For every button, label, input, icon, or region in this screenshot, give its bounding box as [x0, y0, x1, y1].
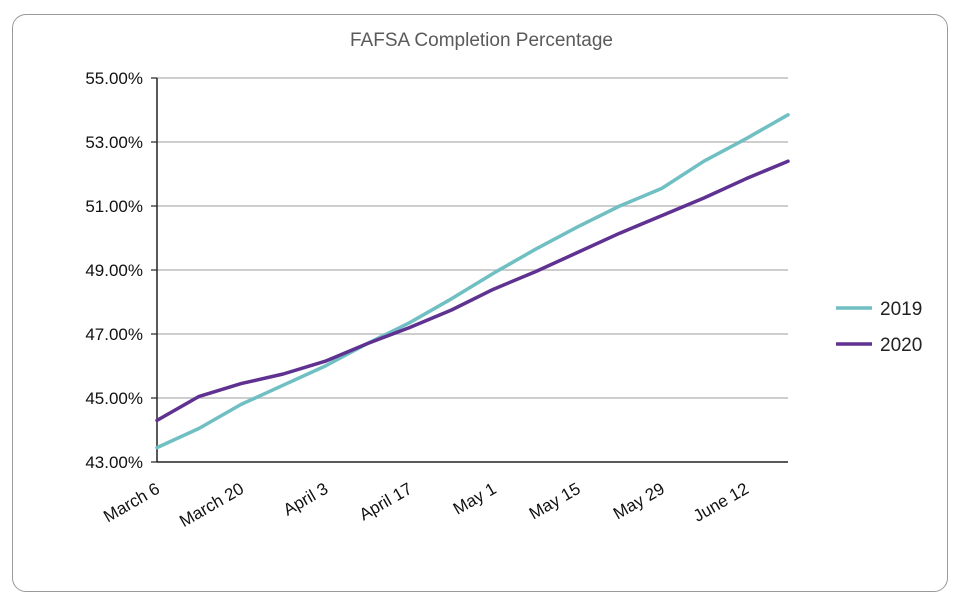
- y-axis-ticks: 55.00% 53.00% 51.00% 49.00% 47.00% 45.00% 43.0…: [85, 69, 157, 472]
- y-tick-label: 45.00%: [85, 389, 143, 408]
- x-axis-ticks: March 6 March 20 April 3 April 17 May 1 May 1…: [100, 479, 752, 531]
- x-tick-label: March 6: [100, 479, 163, 526]
- chart-title: FAFSA Completion Percentage: [350, 30, 613, 51]
- chart-frame: [12, 14, 948, 592]
- x-tick-label: May 15: [526, 479, 584, 523]
- x-tick-label: April 3: [280, 479, 331, 520]
- y-tick-label: 49.00%: [85, 261, 143, 280]
- axes: [156, 78, 788, 463]
- series-line-2019: [155, 113, 790, 450]
- legend-label-2020: 2020: [880, 335, 922, 356]
- series-line-2020: [155, 159, 790, 423]
- x-tick-label: May 1: [450, 479, 500, 519]
- y-tick-label: 53.00%: [85, 133, 143, 152]
- legend: 2019 2020: [836, 299, 922, 356]
- x-tick-label: May 29: [610, 479, 668, 523]
- y-tick-label: 55.00%: [85, 69, 143, 88]
- y-tick-label: 47.00%: [85, 325, 143, 344]
- series-lines: [155, 113, 790, 450]
- legend-label-2019: 2019: [880, 299, 922, 320]
- y-tick-label: 51.00%: [85, 197, 143, 216]
- gridlines: [157, 77, 788, 399]
- x-tick-label: March 20: [176, 479, 247, 531]
- x-tick-label: April 17: [356, 479, 415, 524]
- y-tick-label: 43.00%: [85, 453, 143, 472]
- x-tick-label: June 12: [690, 479, 752, 526]
